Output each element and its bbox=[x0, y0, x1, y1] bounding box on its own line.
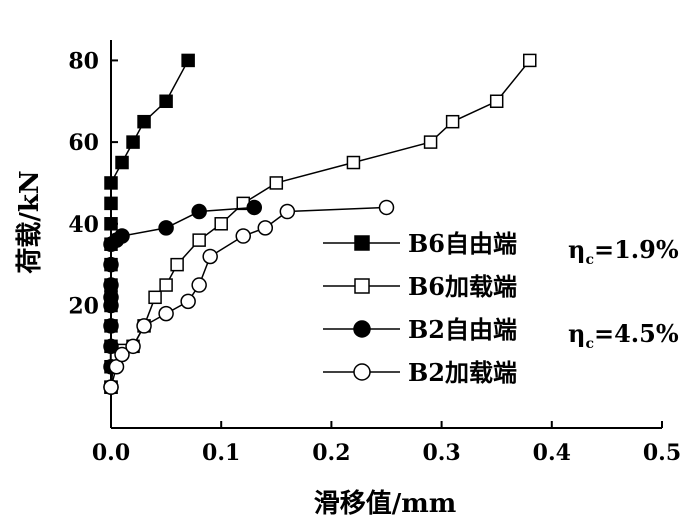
data-point bbox=[269, 176, 284, 190]
data-point bbox=[137, 114, 151, 129]
data-point bbox=[214, 217, 228, 231]
legend-marker bbox=[353, 363, 371, 381]
x-tick-label: 0.5 bbox=[643, 440, 681, 466]
data-point bbox=[170, 257, 184, 272]
data-point bbox=[192, 233, 206, 247]
data-point bbox=[103, 256, 119, 273]
legend-marker bbox=[354, 278, 370, 294]
series-3 bbox=[103, 199, 263, 395]
series-2 bbox=[104, 53, 537, 394]
data-point bbox=[114, 346, 130, 363]
data-point bbox=[125, 338, 141, 355]
y-tick-label: 20 bbox=[68, 293, 99, 319]
data-point bbox=[159, 94, 173, 109]
data-point bbox=[114, 228, 130, 244]
data-point bbox=[423, 135, 438, 149]
x-axis-ticks: 0.0 0.1 0.2 0.3 0.4 0.5 bbox=[92, 421, 681, 466]
data-point bbox=[103, 338, 119, 355]
data-point bbox=[115, 155, 129, 170]
data-point bbox=[445, 114, 460, 129]
data-point bbox=[235, 228, 251, 244]
data-point bbox=[378, 199, 395, 216]
series-4 bbox=[103, 199, 395, 395]
data-point bbox=[191, 277, 207, 293]
legend-label: B6自由端 bbox=[408, 229, 517, 258]
data-point bbox=[103, 318, 119, 334]
data-point bbox=[158, 305, 174, 322]
data-point bbox=[191, 203, 207, 220]
legend-marker bbox=[353, 320, 371, 338]
eta-annotation-b6: ηc=1.9% bbox=[568, 235, 679, 268]
data-point bbox=[246, 199, 263, 216]
data-point bbox=[104, 196, 118, 211]
series-group bbox=[103, 53, 537, 395]
y-tick-label: 60 bbox=[68, 130, 99, 156]
data-point bbox=[126, 135, 140, 149]
legend-label: B2自由端 bbox=[408, 315, 517, 344]
data-point bbox=[136, 318, 152, 334]
data-point bbox=[103, 379, 119, 395]
eta-annotation-b2: ηc=4.5% bbox=[568, 319, 679, 352]
legend-label: B2加载端 bbox=[408, 358, 517, 387]
legend-label: B6加载端 bbox=[408, 272, 517, 301]
legend: B6自由端 B6加载端 B2自由端 B2加载端 bbox=[323, 229, 517, 387]
legend-item-3: B2自由端 bbox=[323, 315, 517, 344]
data-point bbox=[104, 176, 118, 190]
x-tick-label: 0.3 bbox=[422, 440, 460, 466]
y-axis-label: 荷载/kN bbox=[15, 170, 45, 273]
x-tick-label: 0.1 bbox=[202, 440, 240, 466]
x-axis-label: 滑移值/mm bbox=[314, 489, 457, 519]
legend-marker bbox=[354, 235, 370, 251]
legend-item-1: B6自由端 bbox=[323, 229, 517, 258]
data-point bbox=[104, 217, 118, 231]
data-point bbox=[180, 293, 196, 310]
x-tick-label: 0.2 bbox=[312, 440, 350, 466]
series-1 bbox=[104, 53, 195, 394]
data-point bbox=[148, 290, 162, 305]
x-tick-label: 0.0 bbox=[92, 440, 130, 466]
x-tick-label: 0.4 bbox=[533, 440, 571, 466]
y-tick-label: 40 bbox=[68, 212, 99, 238]
data-point bbox=[279, 203, 296, 220]
y-tick-label: 80 bbox=[68, 48, 99, 74]
y-axis-ticks: 20 40 60 80 bbox=[68, 48, 118, 319]
data-point bbox=[181, 53, 195, 68]
legend-item-4: B2加载端 bbox=[323, 358, 517, 387]
data-point bbox=[103, 277, 119, 293]
data-point bbox=[257, 220, 274, 236]
series-line bbox=[110, 60, 189, 388]
legend-item-2: B6加载端 bbox=[323, 272, 517, 301]
data-point bbox=[489, 94, 504, 109]
data-point bbox=[202, 248, 218, 265]
data-point bbox=[346, 155, 361, 170]
data-point bbox=[159, 278, 173, 292]
data-point bbox=[158, 220, 174, 236]
data-point bbox=[523, 53, 537, 68]
